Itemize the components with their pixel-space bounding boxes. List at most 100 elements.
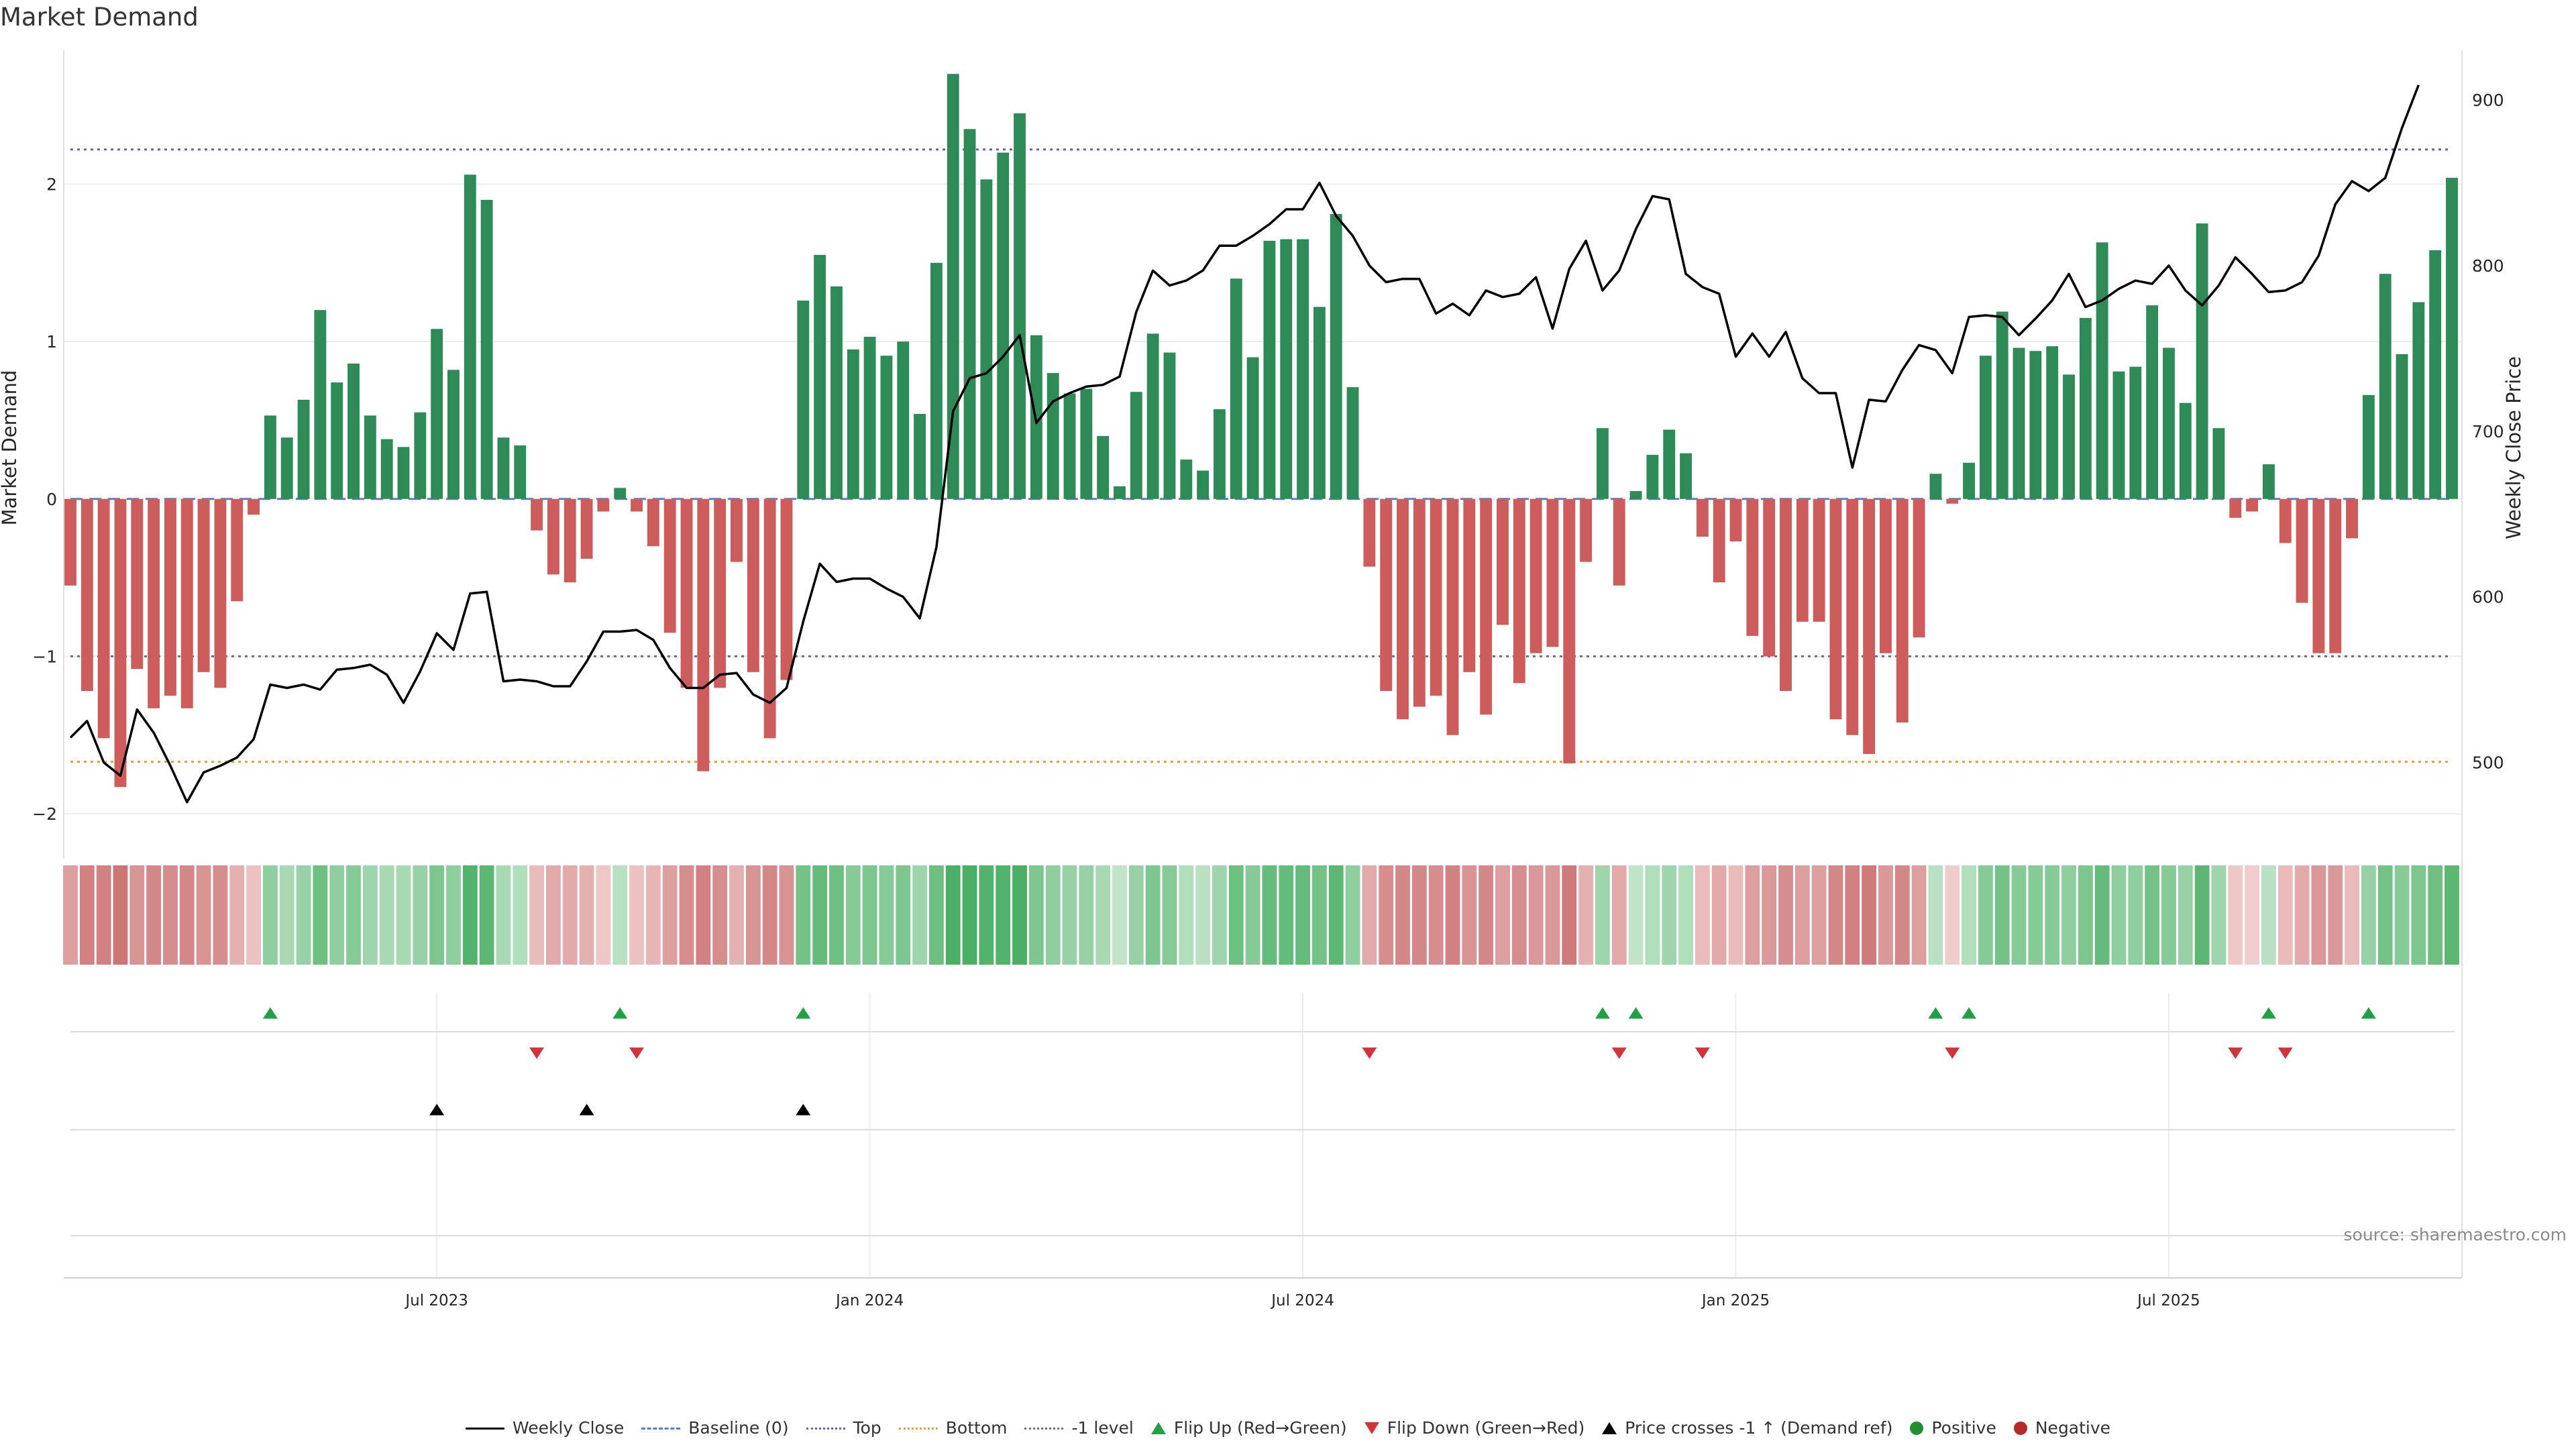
positive-bar bbox=[1214, 409, 1226, 499]
flip-down-marker bbox=[629, 1047, 645, 1059]
strength-cell bbox=[879, 865, 894, 965]
positive-bar bbox=[2063, 374, 2075, 499]
x-tick-label: Jul 2023 bbox=[404, 1292, 468, 1309]
negative-bar bbox=[80, 498, 93, 692]
positive-bar bbox=[1046, 373, 1059, 499]
strength-cell bbox=[1328, 865, 1344, 965]
strength-cell bbox=[1062, 865, 1077, 965]
strength-cell bbox=[1245, 865, 1260, 965]
legend-label: Top bbox=[853, 1418, 881, 1438]
negative-bar bbox=[1446, 498, 1459, 735]
legend-label: Baseline (0) bbox=[688, 1418, 789, 1438]
strength-cell bbox=[1978, 865, 1993, 965]
legend-label: Bottom bbox=[945, 1418, 1008, 1438]
strength-cell bbox=[2261, 865, 2276, 965]
strength-cell bbox=[1511, 865, 1527, 965]
circle-green-icon bbox=[1910, 1421, 1924, 1435]
strength-cell bbox=[1678, 865, 1693, 965]
strength-cell bbox=[1345, 865, 1360, 965]
strength-cell bbox=[2011, 865, 2027, 965]
flip-down-marker bbox=[1945, 1047, 1960, 1059]
negative-bar bbox=[1696, 498, 1709, 537]
negative-bar bbox=[180, 498, 193, 708]
negative-bar bbox=[97, 498, 110, 739]
positive-bar bbox=[1163, 352, 1176, 499]
positive-bar bbox=[280, 437, 293, 499]
negative-bar bbox=[597, 498, 610, 512]
strength-cell bbox=[1578, 865, 1594, 965]
strength-cell bbox=[1362, 865, 1377, 965]
negative-bar bbox=[547, 498, 559, 575]
positive-bar bbox=[2079, 317, 2092, 499]
positive-bar bbox=[1014, 113, 1026, 499]
strength-cell bbox=[1212, 865, 1227, 965]
legend-item-bottom: Bottom bbox=[898, 1418, 1008, 1438]
strength-cell bbox=[379, 865, 394, 965]
dashed-line-swatch-icon bbox=[641, 1421, 681, 1435]
positive-bar bbox=[264, 415, 276, 499]
strength-cell bbox=[1112, 865, 1127, 965]
strength-cell bbox=[1845, 865, 1860, 965]
strength-cell bbox=[179, 865, 195, 965]
legend-label: Weekly Close bbox=[512, 1418, 625, 1438]
strength-cell bbox=[513, 865, 528, 965]
legend-item-top: Top bbox=[806, 1418, 881, 1438]
positive-bar bbox=[1197, 470, 1210, 499]
negative-bar bbox=[1896, 498, 1909, 722]
legend-item-flip-up: Flip Up (Red→Green) bbox=[1150, 1418, 1347, 1438]
strength-cell bbox=[2277, 865, 2293, 965]
negative-bar bbox=[2296, 498, 2308, 603]
strength-cell bbox=[1262, 865, 1277, 965]
strength-cell bbox=[1878, 865, 1893, 965]
negative-bar bbox=[647, 498, 659, 547]
negative-bar bbox=[148, 498, 160, 708]
strength-cell bbox=[1012, 865, 1027, 965]
strength-cell bbox=[962, 865, 977, 965]
strength-cell bbox=[496, 865, 511, 965]
strength-cell bbox=[729, 865, 744, 965]
positive-bar bbox=[1996, 311, 2008, 499]
y-tick-label: −1 bbox=[32, 647, 57, 666]
positive-bar bbox=[331, 382, 343, 499]
positive-bar bbox=[431, 329, 443, 499]
strength-cell bbox=[1862, 865, 1877, 965]
flip-down-marker bbox=[1362, 1047, 1377, 1059]
strength-cell bbox=[1828, 865, 1843, 965]
strength-cell bbox=[2211, 865, 2226, 965]
positive-bar bbox=[914, 414, 926, 499]
negative-bar bbox=[2312, 498, 2325, 653]
strength-cell bbox=[1528, 865, 1544, 965]
negative-bar bbox=[1946, 498, 1959, 504]
strength-cell bbox=[2028, 865, 2043, 965]
flip-up-marker bbox=[2261, 1007, 2276, 1019]
strength-cell bbox=[2128, 865, 2143, 965]
positive-bar bbox=[1246, 357, 1259, 499]
positive-bar bbox=[1097, 435, 1110, 499]
x-tick-label: Jan 2025 bbox=[1701, 1292, 1770, 1309]
positive-bar bbox=[2196, 223, 2208, 499]
strength-cell bbox=[612, 865, 628, 965]
positive-bar bbox=[2129, 366, 2142, 499]
legend-item-baseline: Baseline (0) bbox=[641, 1418, 789, 1438]
positive-bar bbox=[847, 349, 859, 499]
triangle-down-icon bbox=[1364, 1421, 1379, 1434]
negative-bar bbox=[1713, 498, 1725, 583]
strength-cell bbox=[1045, 865, 1061, 965]
positive-bar bbox=[947, 74, 959, 499]
legend-label: -1 level bbox=[1071, 1418, 1134, 1438]
strength-cell bbox=[1595, 865, 1610, 965]
positive-bar bbox=[1063, 393, 1076, 499]
strength-cell bbox=[1928, 865, 1943, 965]
strength-cell bbox=[2394, 865, 2410, 965]
negative-bar bbox=[114, 498, 127, 788]
negative-bar bbox=[1880, 498, 1892, 653]
y2-axis-label: Weekly Close Price bbox=[2502, 356, 2525, 539]
negative-bar bbox=[663, 498, 676, 633]
positive-bar bbox=[1130, 392, 1142, 499]
negative-bar bbox=[747, 498, 759, 672]
strength-cell bbox=[2311, 865, 2326, 965]
positive-bar bbox=[930, 262, 943, 499]
positive-bar bbox=[414, 412, 427, 499]
strength-cell bbox=[2294, 865, 2310, 965]
y-tick-label: 1 bbox=[46, 332, 57, 352]
